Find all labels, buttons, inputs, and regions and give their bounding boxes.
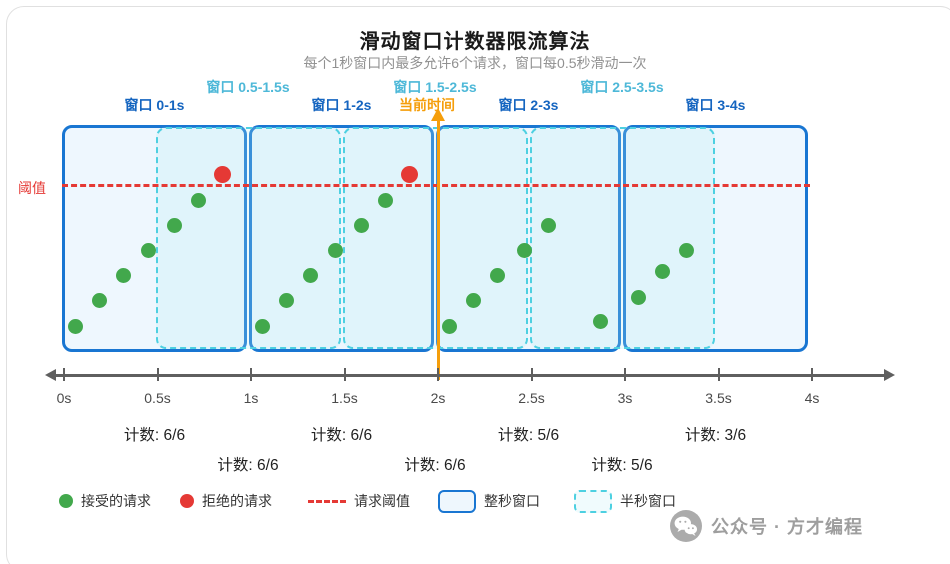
request-dot-accepted (679, 242, 695, 258)
request-dot-accepted (67, 318, 83, 334)
request-dot-accepted (166, 217, 182, 233)
accepted-dot-icon (59, 494, 73, 508)
current-time-label: 当前时间 (399, 97, 455, 113)
request-dot-accepted (303, 268, 319, 284)
axis-tick-3 (343, 368, 346, 381)
axis-tick-label-5: 2.5s (518, 390, 545, 406)
dashed-window-count-0: 计数: 6/6 (217, 457, 279, 474)
axis-tick-label-0: 0s (56, 390, 72, 406)
wechat-icon (670, 510, 702, 542)
request-dot-accepted (441, 318, 457, 334)
dashed-window-count-2: 计数: 5/6 (591, 457, 653, 474)
dashed-window-label-0: 窗口 0.5-1.5s (206, 79, 290, 95)
request-dot-accepted (593, 314, 609, 330)
request-dot-accepted (191, 192, 207, 208)
request-dot-accepted (353, 217, 369, 233)
legend-label-solid-window: 整秒窗口 (484, 493, 540, 509)
request-dot-accepted (279, 293, 295, 309)
solid-window-icon (438, 489, 476, 513)
legend-item-dashed-window: 半秒窗口 (574, 488, 676, 514)
current-time-line (436, 120, 440, 380)
legend-item-solid-window: 整秒窗口 (438, 488, 540, 514)
axis-tick-8 (811, 368, 813, 381)
solid-window-box-1 (249, 125, 434, 352)
legend-label-rejected: 拒绝的请求 (202, 493, 272, 509)
legend-label-dashed-window: 半秒窗口 (620, 493, 676, 509)
dashed-window-box-2 (529, 127, 715, 349)
solid-window-count-3: 计数: 3/6 (684, 427, 747, 444)
request-dot-accepted (516, 242, 532, 258)
request-dot-accepted (490, 268, 506, 284)
axis-arrow-right-icon (884, 369, 895, 381)
request-dot-accepted (327, 242, 343, 258)
axis-tick-1 (156, 368, 159, 381)
dashed-window-box-1 (342, 127, 528, 349)
solid-window-label-3: 窗口 3-4s (685, 97, 746, 113)
legend-item-rejected: 拒绝的请求 (180, 488, 272, 514)
solid-window-label-0: 窗口 0-1s (124, 97, 185, 113)
dashed-window-box-0 (155, 127, 341, 349)
page-title: 滑动窗口计数器限流算法 (359, 31, 591, 53)
axis-arrow-left-icon (45, 369, 56, 381)
axis-tick-7 (717, 368, 720, 381)
request-dot-accepted (654, 264, 670, 280)
request-dot-accepted (630, 289, 646, 305)
solid-window-count-1: 计数: 6/6 (310, 427, 373, 444)
card-border (6, 6, 950, 564)
threshold-line (62, 184, 810, 187)
request-dot-accepted (378, 192, 394, 208)
request-dot-accepted (116, 268, 132, 284)
solid-window-label-2: 窗口 2-3s (498, 97, 559, 113)
axis-tick-label-7: 3.5s (705, 390, 732, 406)
axis-tick-6 (624, 368, 626, 381)
request-dot-accepted (140, 242, 156, 258)
request-dot-accepted (540, 217, 556, 233)
axis-tick-label-6: 3s (617, 390, 633, 406)
axis-tick-label-4: 2s (430, 390, 446, 406)
legend-item-threshold: 请求阈值 (308, 488, 410, 514)
solid-window-box-3 (623, 125, 808, 352)
legend-item-accepted: 接受的请求 (59, 488, 151, 514)
timeline-axis (54, 373, 886, 377)
rejected-dot-icon (180, 494, 194, 508)
legend-label-accepted: 接受的请求 (81, 493, 151, 509)
request-dot-rejected (214, 166, 232, 184)
legend-label-threshold: 请求阈值 (354, 493, 410, 509)
footer-brand-text: 公众号 · 方才编程 (711, 517, 863, 537)
request-dot-accepted (92, 293, 108, 309)
axis-tick-label-1: 0.5s (144, 390, 171, 406)
threshold-dash-icon (308, 499, 346, 503)
axis-tick-label-3: 1.5s (331, 390, 358, 406)
dashed-window-label-2: 窗口 2.5-3.5s (580, 79, 664, 95)
dashed-window-icon (574, 489, 612, 513)
page-subtitle: 每个1秒窗口内最多允许6个请求，窗口每0.5秒滑动一次 (303, 55, 647, 71)
axis-tick-0 (63, 368, 65, 381)
solid-window-label-1: 窗口 1-2s (311, 97, 372, 113)
footer-brand: 公众号 · 方才编程 (670, 510, 863, 542)
solid-window-count-2: 计数: 5/6 (497, 427, 560, 444)
dashed-window-label-1: 窗口 1.5-2.5s (393, 79, 477, 95)
solid-window-count-0: 计数: 6/6 (123, 427, 186, 444)
axis-tick-label-2: 1s (243, 390, 259, 406)
request-dot-rejected (401, 166, 419, 184)
current-time-arrow-icon (431, 108, 445, 121)
request-dot-accepted (254, 318, 270, 334)
axis-tick-4 (437, 368, 439, 381)
axis-tick-label-8: 4s (804, 390, 820, 406)
request-dot-accepted (466, 293, 482, 309)
solid-window-box-0 (62, 125, 247, 352)
dashed-window-count-1: 计数: 6/6 (404, 457, 466, 474)
axis-tick-5 (530, 368, 533, 381)
axis-tick-2 (250, 368, 252, 381)
threshold-label: 阈值 (18, 180, 46, 196)
